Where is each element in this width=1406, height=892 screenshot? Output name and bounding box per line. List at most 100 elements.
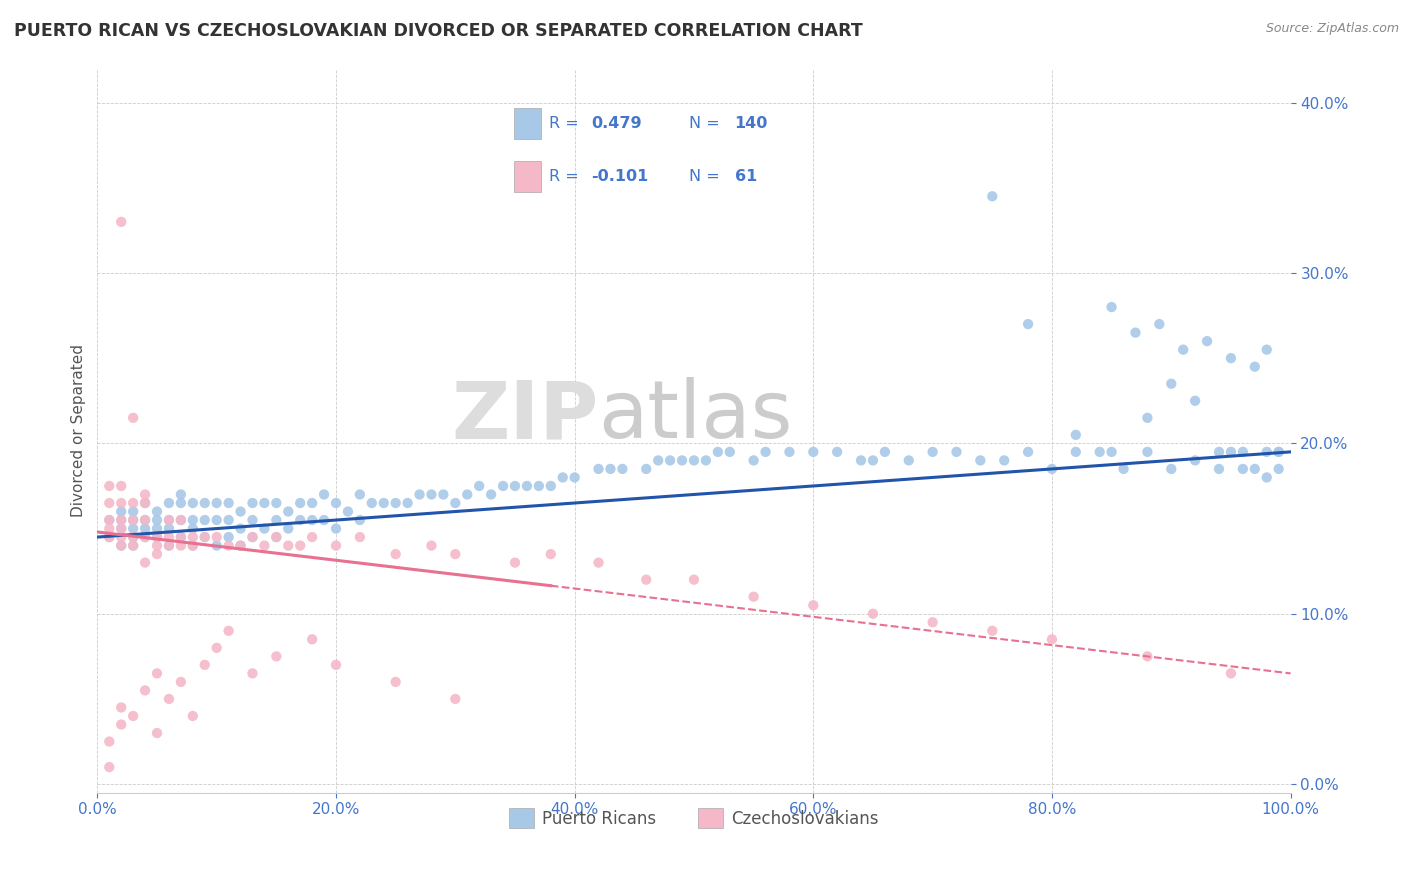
Point <box>194 496 217 510</box>
Point <box>444 496 467 510</box>
Point <box>1136 445 1159 459</box>
Point <box>742 453 765 467</box>
Point <box>266 649 288 664</box>
Point <box>981 624 1004 638</box>
Point <box>122 530 145 544</box>
Point <box>122 513 145 527</box>
Point <box>636 462 658 476</box>
Point <box>218 530 240 544</box>
Point <box>742 590 765 604</box>
Point <box>420 539 443 553</box>
Point <box>301 496 323 510</box>
Point <box>170 539 193 553</box>
Point <box>408 487 430 501</box>
Point <box>659 453 682 467</box>
Point <box>1256 445 1278 459</box>
Point <box>527 479 550 493</box>
Point <box>110 539 132 553</box>
Point <box>170 530 193 544</box>
Point <box>551 470 574 484</box>
Point <box>612 462 634 476</box>
Point <box>384 674 406 689</box>
Point <box>146 530 169 544</box>
Point <box>1017 317 1039 331</box>
Point <box>1219 445 1241 459</box>
Point <box>1232 462 1254 476</box>
Point <box>1064 427 1087 442</box>
Point <box>98 513 121 527</box>
Point <box>325 522 347 536</box>
Point <box>134 556 156 570</box>
Point <box>325 657 347 672</box>
Point <box>205 530 228 544</box>
Point <box>253 496 276 510</box>
Point <box>181 513 204 527</box>
Point <box>373 496 395 510</box>
Point <box>801 445 824 459</box>
Point <box>170 513 193 527</box>
Point <box>993 453 1015 467</box>
Point <box>456 487 478 501</box>
Point <box>194 513 217 527</box>
Point <box>134 522 156 536</box>
Point <box>396 496 419 510</box>
Point <box>98 513 121 527</box>
Point <box>778 445 800 459</box>
Point <box>205 539 228 553</box>
Legend: Puerto Ricans, Czechoslovakians: Puerto Ricans, Czechoslovakians <box>502 801 886 835</box>
Point <box>242 666 264 681</box>
Point <box>242 530 264 544</box>
Point <box>242 530 264 544</box>
Point <box>432 487 454 501</box>
Point <box>444 692 467 706</box>
Point <box>277 522 299 536</box>
Point <box>122 539 145 553</box>
Point <box>384 496 406 510</box>
Point <box>134 530 156 544</box>
Point <box>1173 343 1195 357</box>
Point <box>146 726 169 740</box>
Y-axis label: Divorced or Separated: Divorced or Separated <box>72 344 86 517</box>
Point <box>157 522 180 536</box>
Point <box>110 513 132 527</box>
Point <box>266 496 288 510</box>
Point <box>194 530 217 544</box>
Point <box>170 496 193 510</box>
Point <box>157 496 180 510</box>
Point <box>1219 666 1241 681</box>
Point <box>205 640 228 655</box>
Point <box>98 530 121 544</box>
Point <box>170 513 193 527</box>
Point <box>157 539 180 553</box>
Point <box>503 479 526 493</box>
Point <box>146 513 169 527</box>
Point <box>266 530 288 544</box>
Point <box>290 513 312 527</box>
Point <box>181 539 204 553</box>
Point <box>1197 334 1219 348</box>
Point <box>897 453 920 467</box>
Point <box>110 504 132 518</box>
Point <box>98 522 121 536</box>
Point <box>134 496 156 510</box>
Point <box>122 410 145 425</box>
Point <box>718 445 741 459</box>
Point <box>110 530 132 544</box>
Point <box>134 530 156 544</box>
Point <box>921 445 943 459</box>
Point <box>110 522 132 536</box>
Point <box>683 573 706 587</box>
Point <box>588 462 610 476</box>
Point <box>146 547 169 561</box>
Point <box>599 462 621 476</box>
Point <box>122 496 145 510</box>
Point <box>205 513 228 527</box>
Point <box>157 692 180 706</box>
Point <box>194 657 217 672</box>
Point <box>1184 453 1206 467</box>
Point <box>98 734 121 748</box>
Point <box>134 683 156 698</box>
Point <box>801 599 824 613</box>
Point <box>242 513 264 527</box>
Point <box>420 487 443 501</box>
